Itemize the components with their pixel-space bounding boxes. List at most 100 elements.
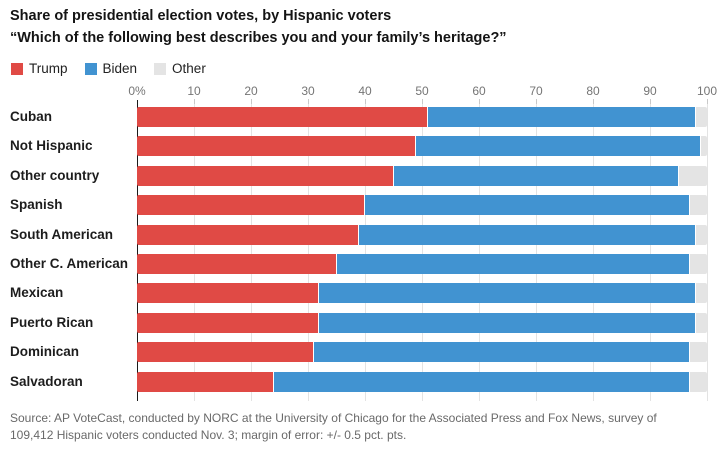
bar-segment-other [695, 283, 707, 304]
category-label: Other country [10, 167, 100, 183]
gridline [365, 104, 366, 401]
bar-segment-biden [319, 283, 696, 304]
legend-label: Biden [102, 61, 138, 76]
legend-swatch-icon [154, 62, 167, 75]
gridline [194, 104, 195, 401]
axis-tick-mark [593, 99, 594, 104]
bar-segment-trump [137, 312, 320, 333]
bar-segment-trump [137, 224, 360, 245]
gridline [707, 104, 708, 401]
bar-row-cuban: Cuban [0, 107, 726, 127]
bar-track [137, 165, 707, 186]
axis-tick-mark [479, 99, 480, 104]
bar-track [137, 254, 707, 274]
axis-tick-mark [365, 99, 366, 104]
gridline [536, 104, 537, 401]
bar-segment-trump [137, 195, 365, 216]
bar-track [137, 371, 707, 392]
axis-tick-mark [251, 99, 252, 104]
source-note: Source: AP VoteCast, conducted by NORC a… [10, 410, 657, 444]
source-line-1: Source: AP VoteCast, conducted by NORC a… [10, 411, 657, 425]
category-label: Spanish [10, 197, 63, 213]
axis-tick-label: 50 [415, 84, 429, 98]
gridline [650, 104, 651, 401]
bar-row-salvadoran: Salvadoran [0, 371, 726, 392]
bar-track [137, 136, 707, 157]
bar-segment-biden [273, 371, 690, 392]
bar-row-puerto-rican: Puerto Rican [0, 312, 726, 333]
bar-track [137, 283, 707, 304]
axis-tick-mark [194, 99, 195, 104]
bar-track [137, 195, 707, 216]
axis-tick-label: 10 [187, 84, 201, 98]
category-label: Not Hispanic [10, 138, 93, 154]
legend-item-other: Other [154, 61, 206, 76]
bar-segment-other [689, 195, 707, 216]
axis-tick-label: 20 [244, 84, 258, 98]
bar-segment-trump [137, 342, 314, 363]
bar-segment-biden [336, 254, 690, 274]
axis-tick-mark [422, 99, 423, 104]
legend: Trump Biden Other [11, 61, 206, 76]
y-axis-line [137, 100, 138, 401]
bar-segment-other [689, 371, 707, 392]
bar-segment-other [689, 342, 707, 363]
bar-row-spanish: Spanish [0, 195, 726, 216]
bar-segment-other [695, 312, 707, 333]
bar-segment-other [689, 254, 707, 274]
legend-label: Trump [29, 61, 68, 76]
category-label: Mexican [10, 285, 64, 301]
bar-row-not-hispanic: Not Hispanic [0, 136, 726, 157]
legend-swatch-icon [84, 62, 97, 75]
bar-segment-biden [365, 195, 690, 216]
bar-segment-biden [416, 136, 702, 157]
gridline [593, 104, 594, 401]
bar-segment-other [678, 165, 707, 186]
bar-row-mexican: Mexican [0, 283, 726, 304]
gridline [422, 104, 423, 401]
gridline [479, 104, 480, 401]
bar-row-other-country: Other country [0, 165, 726, 186]
category-label: Puerto Rican [10, 314, 94, 330]
category-label: Salvadoran [10, 373, 83, 389]
category-label: Other C. American [10, 256, 129, 271]
bar-row-other-c-american: Other C. American [0, 254, 726, 274]
bar-segment-biden [393, 165, 679, 186]
axis-tick-mark [308, 99, 309, 104]
gridline [251, 104, 252, 401]
chart-subtitle: “Which of the following best describes y… [10, 30, 507, 46]
legend-item-biden: Biden [84, 61, 138, 76]
legend-swatch-icon [11, 62, 23, 75]
bar-segment-trump [137, 254, 337, 274]
legend-label: Other [172, 61, 206, 76]
category-label: Dominican [10, 344, 80, 360]
category-label: Cuban [10, 109, 52, 124]
bar-segment-trump [137, 136, 417, 157]
bar-segment-trump [137, 371, 274, 392]
axis-tick-mark [650, 99, 651, 104]
bar-segment-biden [319, 312, 696, 333]
bar-track [137, 224, 707, 245]
bar-track [137, 107, 707, 127]
bar-segment-trump [137, 165, 394, 186]
bar-segment-other [695, 224, 707, 245]
stacked-bar-chart: 0% 10 20 30 40 50 60 70 80 90 100 Cuban Not Hispani… [0, 84, 726, 406]
axis-tick-label: 100 [696, 84, 718, 98]
axis-tick-mark [536, 99, 537, 104]
bar-segment-other [701, 136, 707, 157]
bar-segment-biden [427, 107, 696, 127]
legend-item-trump: Trump [11, 61, 68, 76]
bar-track [137, 312, 707, 333]
gridline [308, 104, 309, 401]
chart-title: Share of presidential election votes, by… [10, 8, 392, 24]
category-label: South American [10, 226, 114, 242]
axis-tick-label: 60 [472, 84, 486, 98]
bar-row-dominican: Dominican [0, 342, 726, 363]
bar-segment-trump [137, 283, 320, 304]
axis-tick-label: 30 [301, 84, 315, 98]
axis-tick-label: 90 [643, 84, 657, 98]
bar-track [137, 342, 707, 363]
axis-tick-label: 80 [586, 84, 600, 98]
bar-segment-biden [313, 342, 690, 363]
